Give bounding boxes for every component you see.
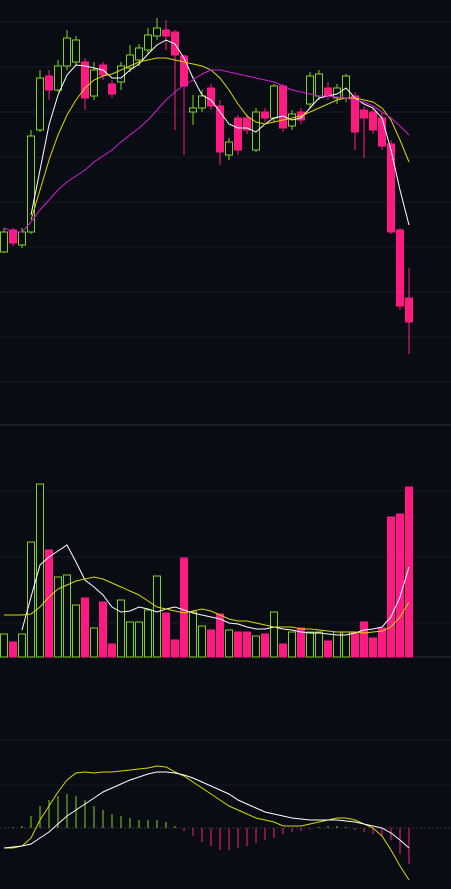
volume-bar	[279, 643, 287, 658]
volume-bar	[243, 631, 251, 658]
volume-bar	[99, 601, 107, 658]
candle-body	[342, 75, 350, 99]
volume-bar	[81, 597, 89, 658]
candle-body	[180, 55, 188, 87]
volume-bar	[144, 609, 152, 658]
candle-body	[216, 105, 224, 153]
candle-body	[261, 111, 269, 119]
candle-body	[198, 95, 206, 109]
volume-bar	[189, 611, 197, 658]
candle-body	[45, 75, 53, 91]
candle-body	[126, 54, 134, 69]
volume-bar	[324, 640, 332, 658]
candle-body	[279, 85, 287, 129]
candle-body	[333, 87, 341, 99]
volume-bar	[0, 633, 8, 658]
volume-bar	[216, 613, 224, 658]
volume-bar	[306, 631, 314, 658]
volume-bar	[333, 631, 341, 658]
average-line	[30, 39, 410, 226]
candle-body	[144, 34, 152, 51]
candle-body	[9, 229, 17, 244]
candle-body	[360, 109, 368, 119]
candle-body	[351, 95, 359, 133]
volume-bar	[225, 629, 233, 658]
volume-bar	[27, 541, 35, 658]
candle-body	[189, 107, 197, 113]
candle-body	[72, 39, 80, 63]
volume-bar	[9, 641, 17, 658]
volume-bar	[360, 621, 368, 658]
average-line	[4, 765, 410, 881]
volume-bar	[72, 604, 80, 658]
volume-bar	[234, 631, 242, 658]
grid	[0, 21, 451, 786]
candle-body	[207, 87, 215, 107]
volume-bar	[18, 633, 26, 658]
volume-bar	[135, 621, 143, 658]
candle-body	[18, 231, 26, 246]
volume-bar	[342, 631, 350, 658]
volume-bar	[117, 599, 125, 658]
candle-body	[225, 141, 233, 156]
average-line	[21, 544, 410, 636]
candle-body	[270, 85, 278, 119]
volume-bar	[351, 631, 359, 658]
candle-body	[36, 77, 44, 131]
average-line	[3, 69, 410, 233]
candle-body	[108, 83, 116, 95]
candle-body	[0, 231, 8, 253]
candle-body	[324, 87, 332, 97]
volume-bar	[288, 631, 296, 658]
volume-bar	[297, 627, 305, 658]
volume-bar	[126, 621, 134, 658]
volume-bar	[405, 486, 413, 658]
volume-bar	[396, 513, 404, 658]
candle-body	[396, 229, 404, 307]
candle-body	[405, 297, 413, 323]
candle-body	[243, 117, 251, 131]
candle-body	[162, 29, 170, 37]
candle-body	[387, 143, 395, 233]
candle-body	[306, 75, 314, 105]
candle-body	[153, 27, 161, 37]
candle-body	[369, 111, 377, 131]
volume-bar	[252, 635, 260, 658]
volume-bar	[369, 637, 377, 658]
candle-body	[234, 117, 242, 151]
candle-body	[252, 111, 260, 151]
volume-bar	[180, 557, 188, 658]
volume-bar	[108, 643, 116, 658]
volume-bar	[198, 625, 206, 658]
candle-body	[135, 47, 143, 61]
candle-body	[315, 73, 323, 97]
volume-bar	[45, 549, 53, 658]
volume-bar	[153, 575, 161, 658]
candle-body	[27, 135, 35, 233]
candle-body	[54, 65, 62, 91]
volume-bar	[171, 639, 179, 658]
volume-bar	[162, 612, 170, 658]
average-line	[4, 576, 410, 634]
volume-bar	[90, 627, 98, 658]
volume-bar	[270, 611, 278, 658]
volume-bar	[387, 516, 395, 658]
volume-bar	[207, 629, 215, 658]
volume-bar	[36, 483, 44, 658]
candle-body	[63, 37, 71, 67]
volume-bar	[315, 631, 323, 658]
candle-body	[90, 69, 98, 97]
volume-bar	[63, 574, 71, 658]
volume-bar	[378, 627, 386, 658]
volume-bar	[261, 633, 269, 658]
candle-body	[378, 117, 386, 147]
volume-bar	[54, 576, 62, 658]
candle-body	[117, 65, 125, 83]
average-line	[3, 771, 410, 849]
candle-body	[81, 61, 89, 99]
